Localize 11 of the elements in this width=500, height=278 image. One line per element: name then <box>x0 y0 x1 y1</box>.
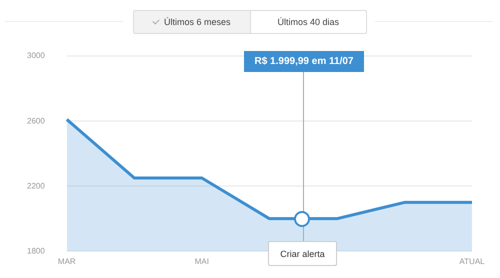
x-tick-label: MAR <box>58 257 76 266</box>
x-tick-label: MAI <box>194 257 209 266</box>
y-tick-label: 2600 <box>27 116 46 126</box>
y-tick-label: 1800 <box>27 246 46 256</box>
y-tick-label: 2200 <box>27 181 46 190</box>
x-tick-label: ATUAL <box>459 257 486 266</box>
annotation: Criar alerta <box>268 241 337 266</box>
annotation: R$ 1.999,99 em 11/07 <box>244 51 364 72</box>
text: Últimos 40 dias <box>276 16 340 29</box>
text: Últimos 6 meses <box>164 17 230 27</box>
y-tick-label: 3000 <box>27 51 46 60</box>
